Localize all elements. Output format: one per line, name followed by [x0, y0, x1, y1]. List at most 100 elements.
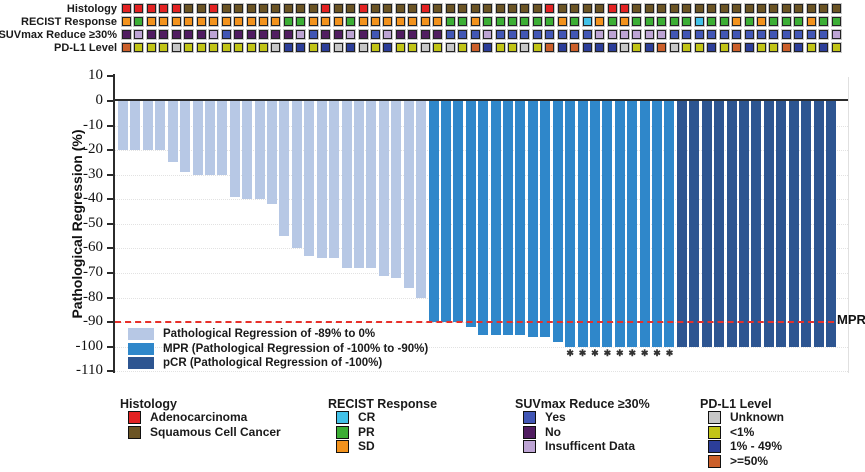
pdl1-cell — [556, 42, 568, 53]
histology-cell — [320, 3, 332, 14]
histology-cell — [307, 3, 319, 14]
pdl1-cell — [581, 42, 593, 53]
bar — [490, 101, 501, 335]
suvmax-cell — [606, 29, 618, 40]
y-tick-label: 0 — [95, 92, 104, 108]
recist-cell — [830, 16, 842, 27]
plot-right-border — [848, 77, 849, 373]
bar — [676, 101, 687, 347]
pdl1-cell — [818, 42, 830, 53]
suvmax-cell — [519, 29, 531, 40]
y-tick-label: -10 — [83, 116, 103, 133]
recist-cell — [482, 16, 494, 27]
histology-cell — [469, 3, 481, 14]
histology-cell — [718, 3, 730, 14]
pdl1-cell — [357, 42, 369, 53]
pdl1-cell — [195, 42, 207, 53]
pdl1-cell — [220, 42, 232, 53]
suvmax-cell — [556, 29, 568, 40]
asterisk: ✱ — [566, 348, 574, 358]
pdl1-cell — [531, 42, 543, 53]
histology-cell — [681, 3, 693, 14]
suvmax-cell — [444, 29, 456, 40]
bar — [763, 101, 774, 347]
histology-cell — [531, 3, 543, 14]
histology-cell — [257, 3, 269, 14]
pdl1-cell — [681, 42, 693, 53]
pdl1-cell — [320, 42, 332, 53]
pdl1-cell — [718, 42, 730, 53]
recist-cell — [419, 16, 431, 27]
inplot-legend-label: MPR (Pathological Regression of -100% to… — [163, 342, 429, 355]
bar — [465, 101, 476, 328]
pdl1-cell — [382, 42, 394, 53]
recist-cell — [805, 16, 817, 27]
recist-cell — [295, 16, 307, 27]
legend-item-label: >=50% — [730, 453, 769, 468]
y-tick-label: -100 — [75, 337, 104, 354]
suvmax-cell — [183, 29, 195, 40]
recist-cell — [718, 16, 730, 27]
legend-swatch — [523, 411, 536, 424]
legend-swatch — [128, 425, 141, 439]
suvmax-cell — [407, 29, 419, 40]
pdl1-cell — [419, 42, 431, 53]
pdl1-cell — [693, 42, 705, 53]
pdl1-cell — [755, 42, 767, 53]
legend-swatch — [336, 411, 349, 424]
suvmax-cell — [270, 29, 282, 40]
legend-item-label: Insufficent Data — [545, 439, 636, 453]
histology-cell — [170, 3, 182, 14]
suvmax-cell — [345, 29, 357, 40]
pdl1-cell — [569, 42, 581, 53]
y-tick — [107, 296, 114, 299]
inplot-legend-swatch — [128, 342, 154, 355]
y-tick-label: -20 — [83, 141, 103, 158]
histology-cell — [731, 3, 743, 14]
histology-cell — [619, 3, 630, 14]
legend-group-title: RECIST Response — [328, 397, 438, 411]
inplot-legend-label: Pathological Regression of -89% to 0% — [163, 328, 376, 340]
recist-cell — [183, 16, 195, 27]
recist-cell — [531, 16, 543, 27]
histology-cell — [245, 3, 257, 14]
histology-cell — [643, 3, 655, 14]
histology-cell — [606, 3, 618, 14]
histology-cell — [818, 3, 830, 14]
bar — [726, 101, 737, 347]
suvmax-cell — [718, 29, 730, 40]
bar — [664, 101, 675, 347]
asterisk: ✱ — [591, 348, 599, 358]
recist-cell — [494, 16, 506, 27]
histology-cell — [195, 3, 207, 14]
bar — [652, 101, 663, 347]
histology-cell — [332, 3, 344, 14]
recist-cell — [307, 16, 319, 27]
gridline — [115, 346, 848, 348]
recist-cell — [394, 16, 406, 27]
histology-cell — [345, 3, 357, 14]
bar — [577, 101, 588, 347]
track-label-pdl1: PD-L1 Level — [54, 42, 117, 54]
suvmax-cell — [282, 29, 294, 40]
legend-swatch — [523, 425, 536, 439]
suvmax-cell — [158, 29, 170, 40]
recist-cell — [407, 16, 419, 27]
bar — [552, 101, 563, 342]
legend-group-title: Histology — [120, 397, 177, 411]
histology-cell — [668, 3, 680, 14]
suvmax-cell — [307, 29, 319, 40]
recist-cell — [743, 16, 755, 27]
recist-cell — [519, 16, 531, 27]
asterisk: ✱ — [653, 348, 661, 358]
pdl1-cell — [407, 42, 419, 53]
suvmax-cell — [506, 29, 518, 40]
histology-cell — [282, 3, 294, 14]
mpr-threshold-label: MPR — [837, 312, 865, 327]
bar — [130, 101, 141, 151]
suvmax-cell — [631, 29, 643, 40]
recist-cell — [594, 16, 606, 27]
histology-cell — [780, 3, 792, 14]
suvmax-cell — [619, 29, 630, 40]
histology-cell — [793, 3, 805, 14]
